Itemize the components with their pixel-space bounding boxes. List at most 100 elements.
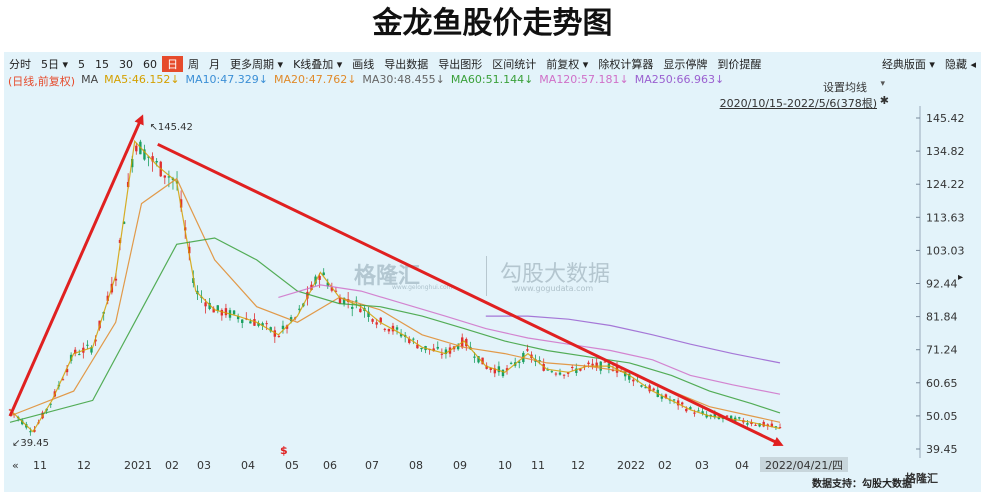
candle-body	[359, 308, 362, 313]
candle-body	[579, 368, 582, 371]
toolbar-item[interactable]: 分时	[9, 58, 31, 71]
chevron-down-icon[interactable]: ▾	[880, 79, 885, 89]
toolbar-item-active[interactable]: 日	[162, 56, 184, 72]
candle-body	[644, 387, 647, 389]
ma5-legend: MA5:46.152↓	[104, 73, 180, 86]
x-tick-label: 2021	[124, 459, 152, 472]
toolbar-item[interactable]: 月	[209, 58, 221, 71]
candle-body	[571, 366, 574, 369]
candle-body	[550, 371, 554, 373]
toolbar-item[interactable]: 30	[119, 57, 134, 71]
series-line-ma120	[278, 284, 781, 395]
toolbar-item[interactable]: 到价提醒	[717, 58, 762, 71]
candle-body	[762, 421, 765, 427]
date-range-label[interactable]: 2020/10/15-2022/5/6(378根)	[719, 97, 877, 110]
candle-body	[379, 317, 382, 323]
series-line-ma20	[9, 177, 781, 423]
series-line-ma250	[485, 315, 781, 364]
candle-body	[371, 319, 374, 322]
candle-body	[778, 427, 782, 429]
candle-body	[628, 373, 631, 380]
candle-body	[355, 300, 358, 302]
candle-body	[220, 309, 224, 316]
candle-body	[143, 149, 146, 160]
page-title: 金龙鱼股价走势图	[372, 6, 613, 41]
x-tick-label: 11	[33, 459, 47, 472]
gelonghui-logo: 格隆汇	[905, 472, 938, 485]
candle-body	[269, 327, 272, 332]
candle-body	[395, 327, 399, 330]
candle-body	[208, 302, 211, 310]
candle-body	[212, 308, 215, 313]
candle-body	[473, 356, 476, 358]
data-source-credit: 数据支持：勾股大数据	[812, 479, 912, 490]
x-tick-label: 03	[695, 459, 709, 472]
avg-setting-button[interactable]: 设置均线	[823, 81, 867, 94]
panel-expand-icon[interactable]: ▸	[958, 272, 964, 283]
toolbar-item[interactable]: 15	[95, 57, 110, 71]
candle-body	[750, 421, 753, 425]
candle-body	[526, 349, 529, 351]
ma60-legend: MA60:51.144↓	[450, 73, 534, 86]
y-tick-label: 50.05	[926, 410, 958, 423]
hide-button[interactable]: 隐藏 ◂	[944, 58, 976, 71]
ma-legend-label: (日线,前复权)	[8, 75, 76, 88]
candle-body	[640, 385, 643, 387]
candle-body	[236, 316, 240, 320]
candle-body	[342, 297, 346, 305]
candle-body	[232, 310, 236, 315]
x-tick-label: 04	[735, 459, 749, 472]
candle-body	[94, 339, 97, 342]
candle-body	[676, 400, 680, 406]
toolbar-item[interactable]: K线叠加 ▾	[293, 58, 343, 71]
cursor-date-box	[760, 457, 848, 472]
candle-body	[147, 156, 150, 158]
candle-body	[322, 272, 325, 276]
candle-body	[709, 414, 712, 416]
candle-body	[33, 429, 36, 432]
toolbar-item[interactable]: 5日 ▾	[41, 58, 69, 71]
toolbar-item[interactable]: 导出数据	[384, 58, 429, 71]
toolbar-item[interactable]: 除权计算器	[598, 58, 654, 71]
chart-toolbar: 分时 5日 ▾ 5 15 30 60 日 周 月 更多周期 ▾ K线叠加 ▾ 画…	[4, 54, 981, 74]
candle-body	[493, 368, 497, 374]
toolbar-item[interactable]: 更多周期 ▾	[230, 58, 284, 71]
y-tick-label: 71.24	[926, 344, 958, 357]
toolbar-item[interactable]: 周	[188, 58, 200, 71]
toolbar-item[interactable]: 60	[143, 57, 158, 71]
watermark-divider	[486, 256, 487, 296]
toolbar-item[interactable]: 导出图形	[438, 58, 483, 71]
candle-body	[591, 363, 594, 366]
x-tick-label: 02	[165, 459, 179, 472]
x-tick-label: 07	[365, 459, 379, 472]
candle-body	[554, 373, 558, 375]
toolbar-item[interactable]: 显示停牌	[663, 58, 708, 71]
candle-body	[90, 347, 93, 353]
candle-body	[725, 415, 729, 417]
chart-panel	[4, 52, 981, 492]
candle-body	[518, 361, 521, 363]
layout-select[interactable]: 经典版面 ▾	[881, 58, 935, 71]
candle-body	[257, 322, 260, 326]
toolbar-item[interactable]: 前复权 ▾	[546, 58, 589, 71]
candle-body	[758, 423, 761, 427]
toolbar-item[interactable]: 5	[78, 57, 86, 71]
candle-body	[155, 160, 158, 163]
candle-body	[652, 388, 655, 391]
candle-body	[399, 334, 403, 337]
candle-body	[432, 348, 435, 352]
y-tick-label: 124.22	[926, 178, 965, 191]
candle-body	[131, 158, 134, 168]
candle-body	[770, 423, 774, 427]
trend-arrow-1	[8, 114, 144, 417]
toolbar-item[interactable]: 画线	[352, 58, 375, 71]
candle-body	[241, 319, 244, 323]
x-axis: 11 12 2021 02 03 04 05 06 07 08 09 10 11 12 2022 02 03 04…	[12, 457, 848, 472]
candle-body	[289, 317, 293, 322]
y-tick-label: 134.82	[926, 145, 965, 158]
toolbar-item[interactable]: 区间统计	[492, 58, 537, 71]
pin-icon[interactable]: ✱	[879, 94, 889, 107]
candle-body	[306, 291, 309, 299]
high-price-label: ↖145.42	[149, 122, 192, 133]
